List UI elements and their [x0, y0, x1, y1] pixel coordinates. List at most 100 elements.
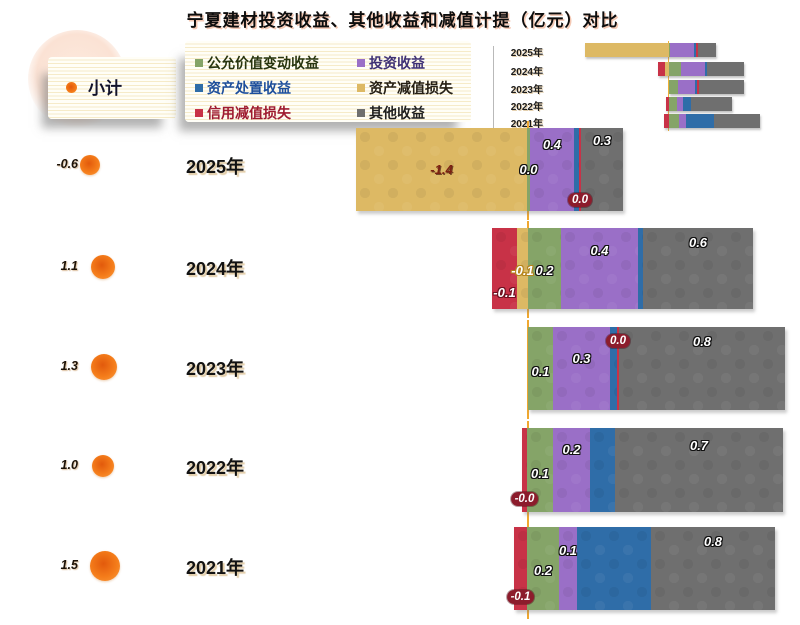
bar-segment-credit_impairment: -0.0	[510, 428, 539, 512]
subtotal-dot-icon	[66, 82, 77, 93]
bar-segment-asset_impairment: -1.4	[356, 128, 527, 211]
mini-zero-line	[668, 41, 669, 131]
mini-bar-row	[664, 114, 760, 128]
bar-segment-label: 0.7	[689, 437, 709, 453]
legend-item-credit_impairment: 信用减值损失	[195, 103, 357, 123]
bar-segment-fair_value: 0.2	[528, 228, 561, 309]
mini-bar-row	[585, 43, 716, 57]
page-title: 宁夏建材投资收益、其他收益和减值计提（亿元）对比	[186, 11, 619, 30]
mini-bar-row	[666, 97, 732, 111]
bar-segment-credit_impairment: 0.0	[606, 327, 630, 410]
bar-segment-label: 0.8	[703, 534, 723, 550]
bar-segment-fair_value: 0.0	[519, 128, 538, 211]
bar-segment-label: 0.6	[688, 235, 708, 251]
mini-bar-segment-other_income	[698, 43, 716, 57]
mini-bar-segment-investment	[670, 43, 694, 57]
bar-segment-credit_impairment: -0.1	[506, 527, 535, 610]
mini-bar-segment-other_income	[691, 97, 732, 111]
subtotal-value: 1.3	[60, 359, 78, 373]
legend-swatch-icon	[195, 83, 203, 92]
mini-bar-segment-credit_impairment	[697, 80, 699, 94]
mini-bar-segment-fair_value	[669, 97, 677, 111]
legend-item-asset_disposal: 资产处置收益	[195, 78, 357, 98]
subtotal-value: 1.0	[60, 458, 78, 472]
mini-bar-segment-investment	[681, 62, 705, 76]
subtotal-value: 1.5	[60, 558, 78, 572]
bar-segment-label: 0.3	[572, 350, 591, 366]
bar-segment-credit_impairment: 0.0	[568, 128, 592, 211]
legend-swatch-icon	[357, 83, 365, 92]
bar-segment-label: 0.4	[590, 243, 609, 259]
mini-bar-segment-investment	[678, 80, 695, 94]
bar-segment-label: 0.1	[558, 542, 578, 558]
subtotal-legend-label: 小计	[88, 79, 122, 98]
mini-bar-segment-investment	[677, 97, 683, 111]
bar-segment-label: 0.0	[568, 192, 592, 208]
legend-swatch-icon	[195, 108, 203, 117]
bar-row: -0.1 0.2 0.1 0.8	[506, 527, 775, 610]
legend-swatch-icon	[357, 58, 365, 67]
mini-bar-segment-other_income	[699, 80, 744, 94]
mini-bar-segment-asset_disposal	[683, 97, 691, 111]
legend-swatch-icon	[195, 58, 203, 67]
year-label: 2025年	[186, 157, 245, 177]
year-label: 2023年	[186, 359, 245, 379]
year-label: 2024年	[186, 259, 245, 279]
bar-segment-label: 0.1	[530, 465, 550, 481]
mini-bar-segment-asset_disposal	[695, 80, 697, 94]
year-label: 2021年	[186, 558, 245, 578]
legend-item-label: 资产减值损失	[369, 79, 453, 96]
mini-bar-segment-credit_impairment	[664, 114, 669, 128]
legend-item-label: 其他收益	[369, 104, 425, 121]
mini-bar-segment-fair_value	[669, 62, 681, 76]
bar-segment-label: -0.1	[506, 590, 535, 605]
bar-segment-label: 0.3	[592, 132, 612, 148]
bar-segment-fair_value: 0.1	[527, 428, 553, 512]
bar-segment-label: -0.1	[511, 262, 534, 278]
mini-bar-segment-credit_impairment	[658, 62, 665, 76]
bar-segment-label: -0.0	[510, 491, 539, 507]
bar-segment-other_income: 0.7	[615, 428, 783, 512]
legend-item-asset_impairment: 资产减值损失	[357, 78, 453, 98]
legend-item-label: 信用减值损失	[207, 104, 291, 121]
bar-segment-investment: 0.4	[530, 128, 574, 211]
bar-segment-credit_impairment: -0.1	[492, 228, 517, 309]
mini-year-label: 2024年	[510, 67, 543, 78]
bar-segment-investment: 0.1	[559, 527, 577, 610]
legend-item-fair_value: 公允价值变动收益	[195, 53, 357, 73]
bar-segment-other_income: 0.8	[619, 327, 785, 410]
mini-bar-segment-asset_impairment	[665, 62, 669, 76]
legend-item-other_income: 其他收益	[357, 103, 453, 123]
bar-segment-asset_disposal	[590, 428, 615, 512]
bar-segment-asset_disposal	[610, 327, 617, 410]
mini-bar-row	[658, 62, 744, 76]
mini-year-label: 2023年	[510, 85, 543, 96]
bar-row: 0.1 0.3 0.0 0.8	[528, 327, 785, 410]
subtotal-value: -0.6	[56, 157, 78, 171]
subtotal-dot	[90, 551, 120, 581]
mini-bar-row	[669, 80, 744, 94]
year-label: 2022年	[186, 458, 245, 478]
mini-bar-segment-asset_disposal	[694, 43, 696, 57]
bar-segment-label: -1.4	[430, 161, 453, 177]
mini-bar-segment-fair_value	[669, 80, 678, 94]
bar-segment-label: 0.4	[542, 136, 562, 152]
legend-grid: 公允价值变动收益 投资收益 资产处置收益 资产减值损失信用减值损失 其他收益	[195, 50, 453, 125]
bar-segment-label: 0.0	[606, 333, 630, 348]
mini-year-label: 2022年	[510, 102, 543, 113]
mini-bar-segment-fair_value	[669, 114, 679, 128]
mini-bar-segment-credit_impairment	[696, 43, 698, 57]
legend-item-label: 公允价值变动收益	[207, 54, 319, 71]
bar-segment-label: 0.2	[535, 262, 554, 278]
bar-segment-asset_disposal	[638, 228, 643, 309]
legend-item-label: 投资收益	[369, 54, 425, 71]
bar-segment-asset_disposal	[574, 128, 579, 211]
mini-bar-segment-investment	[679, 114, 686, 128]
mini-bar-segment-credit_impairment	[666, 97, 669, 111]
subtotal-legend-card: 小计	[48, 57, 176, 119]
bar-segment-label: 0.2	[562, 442, 581, 458]
legend-swatch-icon	[357, 108, 365, 117]
bar-segment-asset_disposal	[577, 527, 651, 610]
mini-year-label: 2025年	[510, 48, 543, 59]
